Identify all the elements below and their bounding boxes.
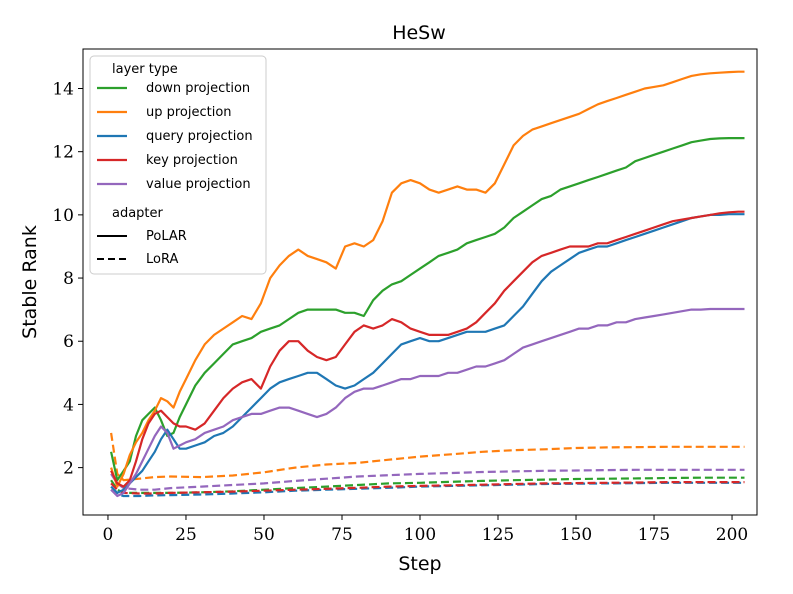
y-tick-label: 14 [52,79,74,99]
x-tick-label: 50 [253,525,275,545]
x-tick-label: 200 [716,525,748,545]
legend-label: key projection [146,153,238,168]
x-tick-label: 25 [175,525,197,545]
y-axis-label: Stable Rank [19,225,41,339]
legend-label: down projection [146,81,250,96]
series-line-down-projection-lora [110,476,745,494]
y-tick-label: 6 [63,332,74,352]
series-line-value-projection-polar [110,307,745,498]
legend-label: value projection [146,177,251,192]
series-line-key-projection-polar [110,210,745,488]
legend: layer type down projection up projection q… [89,55,267,275]
tick-layer: 0 25 50 75 100 125 150 175 200 2 4 6 8 10 12 14 [52,79,748,545]
y-tick-label: 10 [52,206,74,226]
legend-box [89,55,267,275]
series-line-value-projection-lora [110,468,745,491]
y-tick-label: 8 [63,269,74,289]
series-line-query-projection-lora [110,481,745,498]
chart-title: HeSw [392,22,446,44]
legend-label: LoRA [146,252,178,267]
series-line-down-projection-polar [110,137,745,482]
legend-label: up projection [146,105,232,120]
y-tick-label: 2 [63,459,74,479]
series-line-up-projection-lora [110,432,745,482]
y-tick-label: 12 [52,143,74,163]
series-line-query-projection-polar [110,213,745,494]
x-axis-label: Step [398,553,441,575]
y-tick-label: 4 [63,395,74,415]
x-tick-label: 125 [482,525,514,545]
x-tick-label: 0 [103,525,114,545]
legend-layer-title: layer type [112,62,178,77]
x-tick-label: 75 [331,525,353,545]
series-line-up-projection-polar [110,70,745,488]
series-layer [110,70,745,498]
x-tick-label: 100 [404,525,436,545]
legend-label: query projection [146,129,253,144]
legend-adapter-title: adapter [112,206,164,221]
legend-label: PoLAR [146,229,187,244]
x-tick-label: 150 [560,525,592,545]
series-line-key-projection-lora [110,481,745,495]
x-tick-label: 175 [638,525,670,545]
